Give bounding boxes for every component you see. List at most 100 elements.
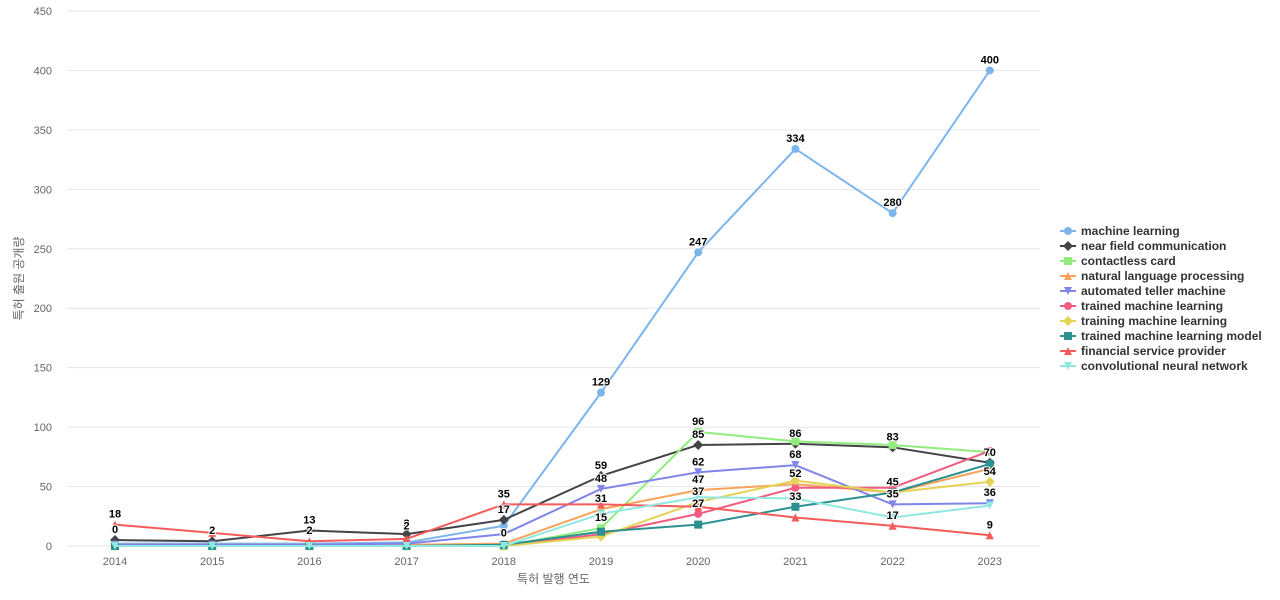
data-label: 129 [592, 377, 610, 389]
legend-label: contactless card [1081, 254, 1176, 268]
data-point-financial-service-provider [402, 534, 411, 543]
data-label: 35 [498, 488, 510, 500]
series-line-automated-teller-machine [114, 464, 991, 546]
data-label: 247 [689, 236, 707, 248]
data-label: 35 [886, 488, 898, 500]
series-machine-learning [111, 66, 994, 548]
legend-label: trained machine learning model [1081, 329, 1262, 343]
legend-item-convolutional-neural-network[interactable]: convolutional neural network [1060, 359, 1248, 373]
y-tick-label: 350 [34, 125, 52, 137]
y-tick-label: 250 [34, 244, 52, 256]
series-near-field-communication [110, 438, 995, 547]
data-point-machine-learning [499, 521, 508, 530]
x-tick-label: 2015 [200, 556, 224, 568]
x-tick-label: 2014 [103, 556, 127, 568]
data-point-automated-teller-machine [597, 484, 605, 493]
data-point-convolutional-neural-network [694, 493, 703, 502]
data-point-trained-machine-learning-model [888, 488, 897, 497]
data-point-financial-service-provider [208, 528, 217, 537]
data-label: 85 [692, 429, 704, 441]
data-label: 70 [984, 447, 996, 459]
y-tick-label: 150 [34, 363, 52, 375]
data-label: 33 [789, 491, 801, 503]
legend-label: near field communication [1081, 239, 1226, 253]
legend-marker [1064, 257, 1072, 265]
data-label: 48 [595, 473, 607, 485]
legend-item-training-machine-learning[interactable]: training machine learning [1060, 314, 1227, 328]
data-label: 47 [692, 474, 704, 486]
legend-item-automated-teller-machine[interactable]: automated teller machine [1060, 284, 1226, 298]
legend-marker [1063, 241, 1073, 251]
data-point-financial-service-provider [111, 520, 119, 529]
legend-marker [1064, 287, 1072, 295]
data-point-automated-teller-machine [694, 468, 703, 477]
legend-item-trained-machine-learning[interactable]: trained machine learning [1060, 299, 1223, 313]
data-point-automated-teller-machine [499, 530, 508, 539]
data-point-trained-machine-learning-model [597, 527, 605, 536]
y-tick-label: 300 [34, 184, 52, 196]
data-label: 0 [112, 524, 118, 536]
legend-label: training machine learning [1081, 314, 1227, 328]
data-point-trained-machine-learning [985, 446, 994, 455]
data-point-trained-machine-learning-model [985, 459, 994, 468]
y-tick-label: 50 [40, 482, 52, 494]
data-point-near-field-communication [693, 439, 704, 450]
series-line-near-field-communication [114, 442, 991, 543]
legend-label: trained machine learning [1081, 299, 1223, 313]
data-point-near-field-communication [401, 529, 412, 540]
data-label: 2 [306, 525, 312, 537]
legend-item-natural-language-processing[interactable]: natural language processing [1060, 269, 1244, 283]
data-label: 334 [786, 133, 805, 145]
data-point-convolutional-neural-network [985, 501, 994, 510]
legend-item-contactless-card[interactable]: contactless card [1060, 254, 1176, 268]
legend-item-financial-service-provider[interactable]: financial service provider [1060, 344, 1226, 358]
data-label: 31 [595, 493, 607, 505]
data-label: 13 [303, 515, 315, 527]
legend-marker [1063, 316, 1073, 326]
legend-item-near-field-communication[interactable]: near field communication [1060, 239, 1226, 253]
data-point-natural-language-processing [694, 486, 703, 495]
series-line-convolutional-neural-network [114, 496, 991, 547]
data-point-convolutional-neural-network [208, 542, 217, 550]
legend-item-trained-machine-learning-model[interactable]: trained machine learning model [1060, 329, 1262, 343]
series-convolutional-neural-network [111, 493, 994, 550]
legend-label: machine learning [1081, 224, 1180, 238]
data-point-trained-machine-learning-model [694, 520, 703, 529]
data-label: 45 [886, 477, 898, 489]
series-line-machine-learning [114, 69, 991, 545]
data-point-convolutional-neural-network [111, 542, 119, 550]
data-point-convolutional-neural-network [791, 494, 800, 503]
data-point-near-field-communication [498, 514, 509, 525]
grid [67, 10, 1040, 547]
x-tick-label: 2016 [297, 556, 321, 568]
data-label: 59 [595, 460, 607, 472]
data-point-machine-learning [888, 209, 897, 218]
data-point-financial-service-provider [499, 500, 508, 509]
legend-marker [1064, 302, 1072, 310]
data-label: 2 [209, 525, 215, 537]
data-point-near-field-communication [304, 525, 315, 536]
legend-marker [1064, 347, 1072, 355]
data-point-financial-service-provider [597, 500, 605, 509]
data-label: 54 [984, 466, 997, 478]
x-tick-label: 2017 [394, 556, 418, 568]
data-point-convolutional-neural-network [888, 513, 897, 522]
x-tick-label: 2021 [783, 556, 807, 568]
data-label: 15 [595, 512, 607, 524]
y-tick-label: 200 [34, 303, 52, 315]
data-point-natural-language-processing [985, 464, 994, 473]
x-axis-title: 특허 발행 연도 [517, 571, 590, 586]
data-label: 83 [886, 431, 898, 443]
data-labels: 180 2132323517012959483115247968562473727… [108, 53, 1000, 540]
legend-label: financial service provider [1081, 344, 1226, 358]
data-point-trained-machine-learning [694, 509, 703, 518]
data-point-machine-learning [694, 248, 703, 257]
legend-marker [1064, 227, 1072, 235]
series-group [110, 66, 995, 551]
legend-item-machine-learning[interactable]: machine learning [1060, 224, 1180, 238]
data-point-convolutional-neural-network [305, 542, 314, 550]
x-tick-label: 2022 [880, 556, 904, 568]
data-label: 9 [987, 519, 993, 531]
